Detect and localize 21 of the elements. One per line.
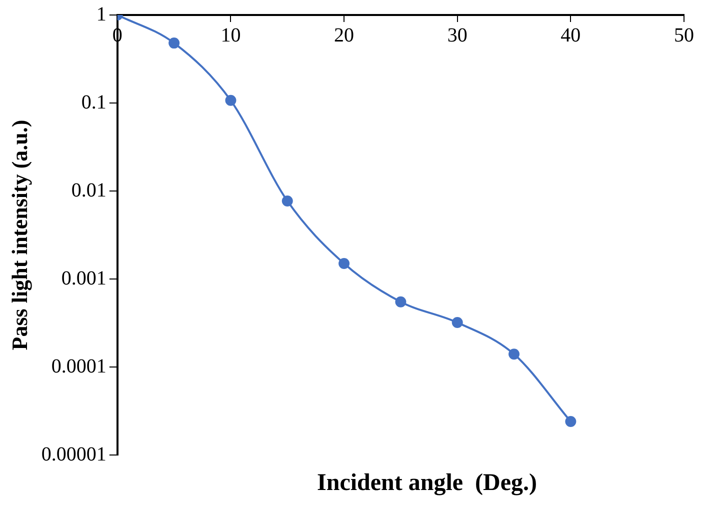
x-tick-label: 50 [674, 24, 694, 46]
point [338, 258, 350, 270]
y-tick-label: 0.1 [81, 91, 106, 114]
point [452, 317, 463, 328]
x-tick-label: 30 [447, 24, 468, 46]
x-tick-label: 10 [220, 24, 241, 46]
y-tick-label: 0.001 [61, 267, 106, 290]
point [225, 94, 236, 106]
y-tick-label: 0.01 [71, 179, 106, 202]
y-tick-label: 0.00001 [41, 443, 106, 466]
y-tick-label: 1 [96, 3, 106, 26]
x-axis-title: Incident angle (Deg.) [316, 470, 538, 497]
point [565, 416, 576, 428]
point [395, 296, 406, 308]
point [168, 38, 180, 49]
point [282, 195, 293, 206]
point [508, 348, 520, 360]
y-axis-title: Pass light intensity (a.u.) [6, 120, 32, 350]
x-tick-label: 20 [334, 24, 354, 46]
x-tick-label: 40 [560, 24, 581, 46]
y-tick-label: 0.0001 [51, 355, 106, 378]
